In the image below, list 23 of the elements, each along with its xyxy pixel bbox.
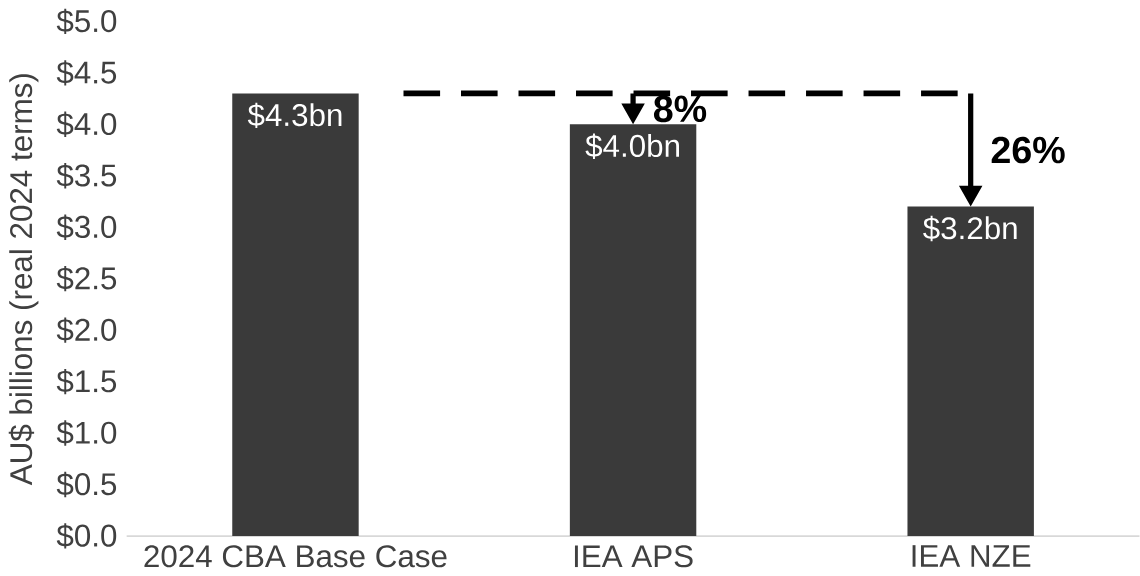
x-tick-label: IEA NZE	[912, 545, 1031, 567]
data-label: $3.2bn	[923, 215, 1017, 242]
y-tick-label: $1.5	[56, 368, 117, 395]
y-tick-label: $0.5	[56, 471, 117, 498]
annotation: 26%	[991, 136, 1065, 164]
data-label: $4.0bn	[585, 133, 679, 159]
data-label: $4.3bn	[247, 102, 342, 129]
x-tick-label: 2024 CBA Base Case	[144, 545, 447, 568]
x-tick-label: IEA APS	[574, 545, 693, 568]
annotation: 8%	[653, 95, 707, 123]
y-axis-title: AU$ billions (real 2024 terms)	[8, 74, 39, 486]
y-tick-label: $4.0	[56, 111, 117, 137]
y-tick-label: $4.5	[56, 60, 117, 86]
y-tick-label: $2.5	[56, 265, 117, 292]
y-tick-label: $3.0	[56, 214, 117, 240]
y-tick-label: $1.0	[56, 420, 117, 446]
bar	[569, 124, 697, 536]
y-tick-label: $0.0	[56, 523, 117, 549]
y-tick-label: $3.5	[56, 163, 117, 189]
y-tick-label: $2.0	[56, 317, 117, 343]
y-tick-label: $5.0	[56, 8, 117, 35]
bar	[232, 93, 359, 536]
bar	[907, 206, 1034, 536]
